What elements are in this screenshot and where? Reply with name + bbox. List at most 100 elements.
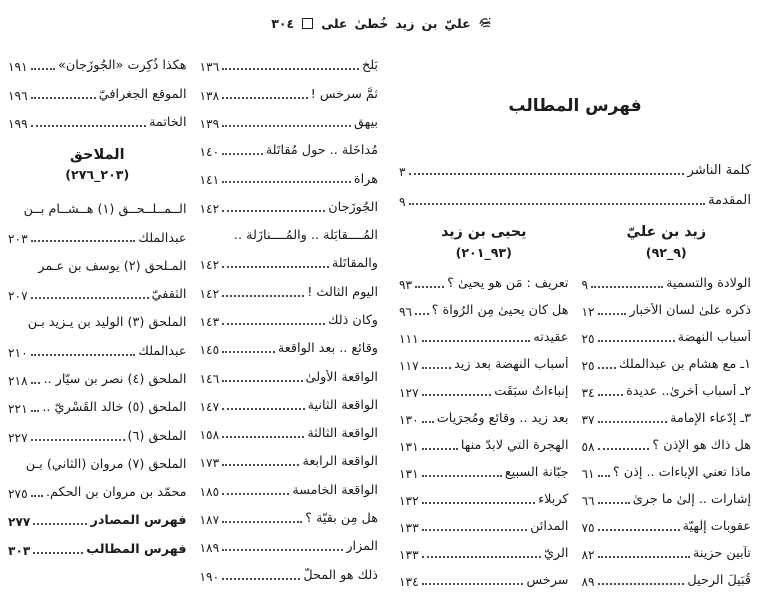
dotted-leader bbox=[421, 582, 524, 585]
toc-entry: محمّد بن مروان بن الحكم. ٢٧٥ bbox=[8, 476, 187, 504]
entry-title: بيهق bbox=[354, 114, 378, 130]
entry-title: عقوبات إلٰهيّة bbox=[682, 518, 751, 534]
entry-title: الخاتمة bbox=[149, 114, 187, 130]
toc-entry: كلمة الناشر ٣ bbox=[399, 152, 751, 182]
toc-entry: الملحق (٥) خالد القَسْريّ .. ٢٢١ bbox=[8, 391, 187, 419]
entry-page-number: ١٣٣ bbox=[399, 520, 419, 535]
entry-page-number: ١٩١ bbox=[8, 60, 28, 75]
header-title-word: زيد bbox=[395, 16, 415, 31]
entry-title: الواقعة الثانية bbox=[307, 397, 378, 413]
entry-page-number: ١١٧ bbox=[399, 358, 419, 373]
entry-page-number: ١٣١ bbox=[399, 466, 419, 481]
toc-entry: عقيدته ١١١ bbox=[399, 322, 569, 349]
entry-page-number: ٣ bbox=[399, 165, 406, 179]
toc-entry: مُداخَلة .. حول مُقاتَلة ١٤٠ bbox=[200, 134, 379, 162]
entry-page-number: ٣٤ bbox=[581, 385, 595, 400]
entry-page-number: ١٣٩ bbox=[199, 116, 220, 131]
entry-page-number: ٢١٠ bbox=[8, 345, 28, 360]
entry-page-number: ٣٠٣ bbox=[8, 543, 31, 558]
entry-page-number: ١٣٤ bbox=[399, 574, 419, 589]
dotted-leader bbox=[421, 501, 536, 504]
entry-title: إشارات .. إلىٰ ما جرىٰ bbox=[632, 491, 751, 507]
dotted-leader bbox=[30, 297, 149, 300]
entry-title: ٣ـ إدّعاء الإمامة bbox=[670, 410, 751, 426]
toc-entry: ١ـ مع هشام بن عبدالملك ٢٥ bbox=[582, 349, 752, 376]
entry-page-number: ٢٠٧ bbox=[8, 289, 28, 304]
header-title-word: عليّ bbox=[444, 16, 471, 31]
entry-page-number: ١٥٨ bbox=[199, 428, 220, 443]
dotted-leader bbox=[33, 523, 88, 526]
yahya-column: يحيى بن زيد (٩٣_٢٠١) تعريف : مَن هو يحيى… bbox=[399, 222, 569, 592]
entry-title: الملحق (٥) خالد القَسْريّ .. bbox=[42, 400, 187, 416]
entry-title: محمّد بن مروان بن الحكم. bbox=[45, 485, 187, 501]
toc-entry: والمقاتَلة ١٤٢ bbox=[200, 247, 379, 275]
entry-title: الواقعة الأُولىٰ bbox=[305, 369, 378, 385]
toc-entry: ٢ـ أسباب أُخرىٰ.. عديدة ٣٤ bbox=[582, 376, 752, 403]
entry-title: الــمــلــحــق (١) هــشــام بــن bbox=[23, 202, 187, 218]
dotted-leader bbox=[222, 521, 303, 524]
entry-title: عبدالملك bbox=[138, 230, 187, 246]
dotted-leader bbox=[591, 285, 664, 288]
dotted-leader bbox=[222, 549, 344, 552]
entry-page-number: ١٤٣ bbox=[199, 314, 220, 329]
dotted-leader bbox=[222, 294, 305, 297]
dotted-leader bbox=[30, 353, 136, 356]
entry-page-number: ٨٩ bbox=[581, 574, 595, 589]
dotted-leader bbox=[421, 528, 528, 531]
toc-entry: الواقعة الأُولىٰ ١٤٦ bbox=[200, 360, 379, 388]
entry-page-number: ٧٥ bbox=[581, 520, 595, 535]
toc-entry: ثمَّ سرخس ! ١٣٨ bbox=[200, 77, 379, 105]
dotted-leader bbox=[30, 495, 43, 498]
toc-entry: اليوم الثالث ! ١٤٢ bbox=[200, 275, 379, 303]
dotted-leader bbox=[222, 181, 351, 184]
entry-title: الواقعة الثالثة bbox=[307, 426, 378, 442]
toc-entry: ماذا تعني الإباءات .. إذن ؟ ٦١ bbox=[582, 457, 752, 484]
toc-entry: ذكره علىٰ لسان الأخبار ١٢ bbox=[582, 295, 752, 322]
entry-title: كلمة الناشر bbox=[687, 162, 751, 178]
entry-title: عقيدته bbox=[533, 329, 569, 345]
dotted-leader bbox=[222, 464, 300, 467]
dotted-leader bbox=[408, 203, 705, 205]
dotted-leader bbox=[421, 393, 492, 396]
entry-page-number: ١٤٦ bbox=[199, 371, 220, 386]
toc-entry: الريّ ١٣٣ bbox=[399, 538, 569, 565]
entry-page-number: ٦٦ bbox=[581, 493, 595, 508]
header-title-word: خُطىٰ bbox=[354, 16, 389, 31]
toc-entry: الخاتمة ١٩٩ bbox=[8, 106, 187, 134]
toc-entry: وكان ذلك ١٤٣ bbox=[200, 304, 379, 332]
dotted-leader bbox=[421, 474, 502, 477]
dotted-leader bbox=[222, 407, 305, 410]
left-page-left-column: هكذا ذُكِرت «الجُوزَجان» ١٩١ الموقع الجغرا… bbox=[8, 49, 187, 587]
dotted-leader bbox=[30, 410, 40, 413]
dotted-leader bbox=[421, 420, 434, 423]
entry-page-number: ٩ bbox=[581, 277, 589, 292]
toc-entry: هل ذاك هو الإذن ؟ ٥٨ bbox=[582, 430, 752, 457]
yahya-column-entries: تعريف : مَن هو يحيىٰ ؟ ٩٣ هل كان يحيىٰ مِن… bbox=[399, 268, 569, 592]
toc-entry: إشارات .. إلىٰ ما جرىٰ ٦٦ bbox=[582, 484, 752, 511]
entry-page-number: ٩ bbox=[399, 195, 406, 209]
entry-page-number: ١٤٥ bbox=[199, 343, 220, 358]
entry-title: كربلاء bbox=[538, 491, 569, 507]
entry-page-number: ١٣٨ bbox=[199, 88, 220, 103]
entry-title: المزار bbox=[346, 539, 378, 555]
toc-entry: المزار ١٨٩ bbox=[200, 530, 379, 558]
toc-intro-entries: كلمة الناشر ٣ المقدمة ٩ bbox=[399, 152, 751, 212]
entry-title: سرخس bbox=[526, 572, 569, 588]
entry-title: تآبين حزينة bbox=[693, 545, 751, 561]
header-page-number: ٣٠٤ bbox=[271, 16, 295, 31]
entry-title: فهرس المطالب bbox=[86, 541, 187, 557]
entry-page-number: ٥٨ bbox=[581, 439, 595, 454]
toc-entry: الموقع الجغرافيّ ١٩٦ bbox=[8, 77, 187, 105]
entry-page-number: ١٨٥ bbox=[199, 484, 220, 499]
dotted-leader bbox=[222, 68, 359, 71]
toc-entry: الواقعة الخامسة ١٨٥ bbox=[200, 473, 379, 501]
dotted-leader bbox=[415, 312, 429, 315]
dotted-leader bbox=[597, 501, 630, 504]
left-page-right-column: بَلْخ ١٣٦ ثمَّ سرخس ! ١٣٨ بيهق ١٣٩ مُداخَلة ..… bbox=[200, 49, 379, 587]
dotted-leader bbox=[597, 528, 680, 531]
entry-page-number: ١٢ bbox=[581, 304, 595, 319]
entry-title: الثقفيّ bbox=[151, 287, 187, 303]
entry-title: الجُوزَجان bbox=[328, 199, 378, 215]
toc-entry: الهجرة التي لابدّ منها ١٣١ bbox=[399, 430, 569, 457]
entry-page-number: ١٧٣ bbox=[199, 456, 220, 471]
